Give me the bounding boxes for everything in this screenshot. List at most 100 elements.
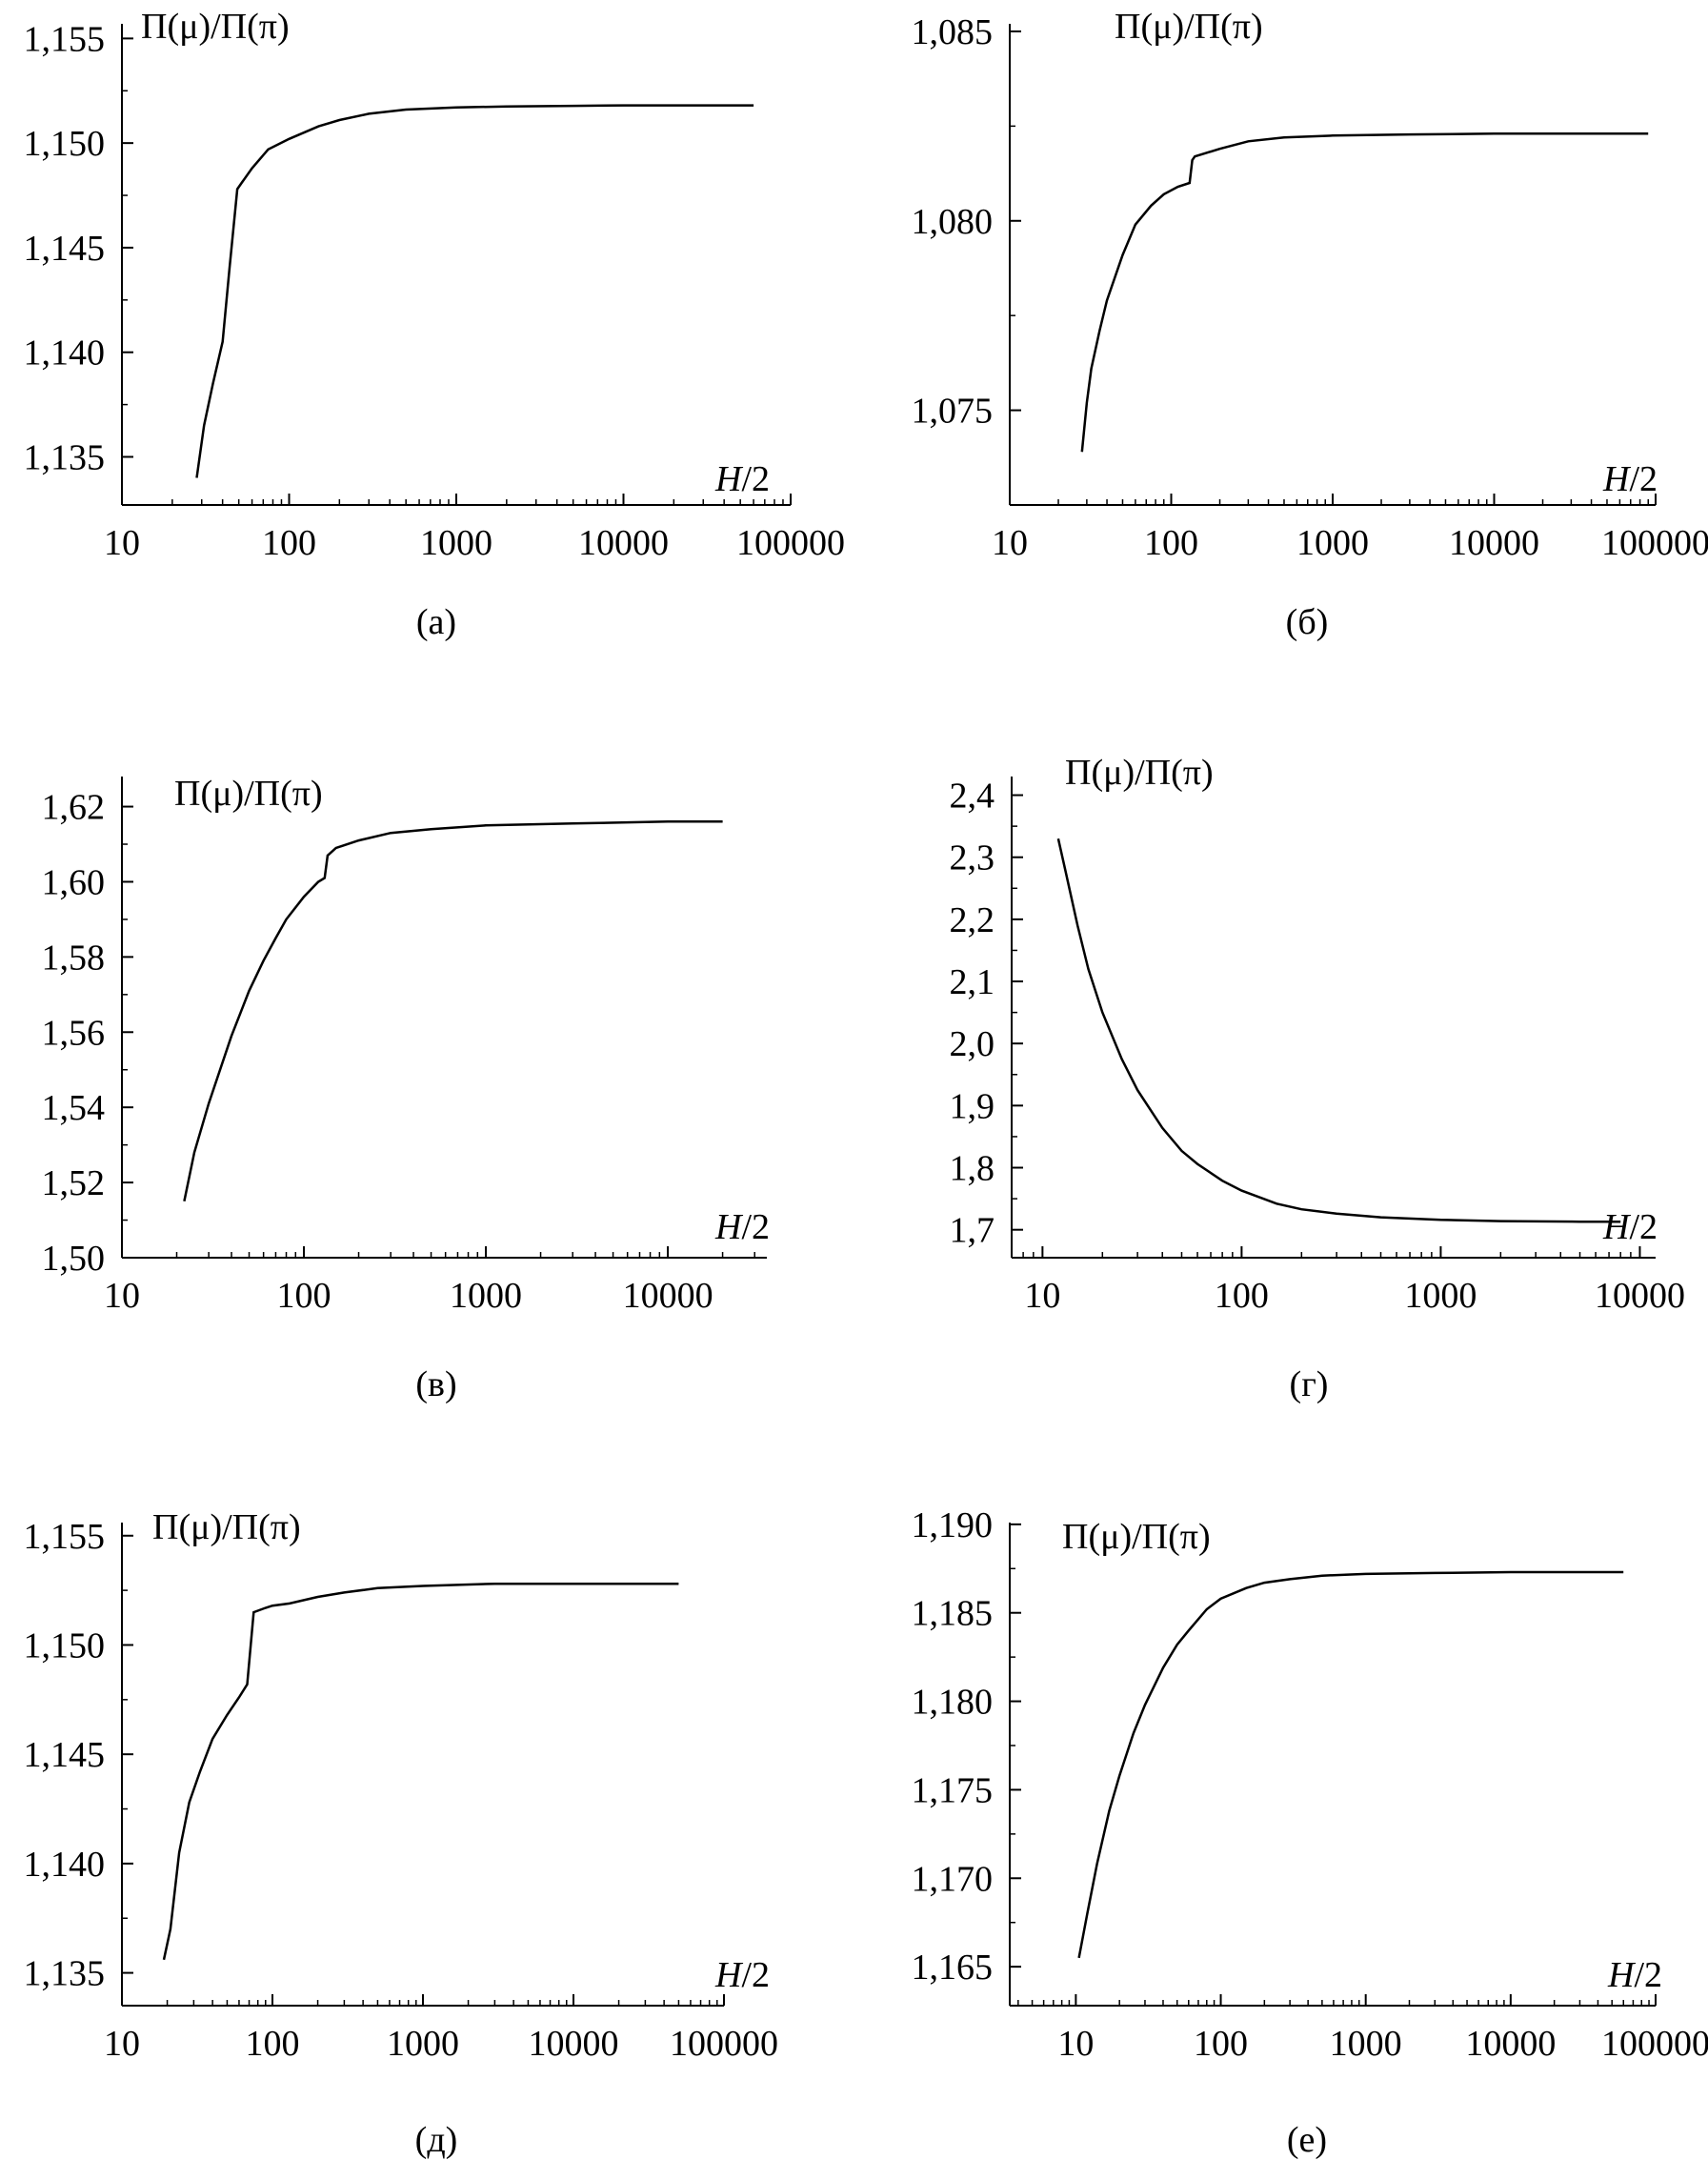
x-tick-label: 1000 <box>387 2024 459 2064</box>
x-tick-label: 1000 <box>420 523 492 563</box>
y-tick-label: 1,8 <box>950 1149 995 1189</box>
x-axis-label: H/2 <box>1602 1207 1658 1247</box>
x-axis-label: H/2 <box>714 1207 770 1247</box>
x-tick-label: 10 <box>104 523 140 563</box>
x-tick-label: 10 <box>1024 1276 1060 1316</box>
y-tick-label: 1,135 <box>24 438 106 478</box>
x-tick-label: 100000 <box>1601 2024 1708 2064</box>
x-axis-label-divisor: /2 <box>741 459 770 499</box>
panel-caption: (в) <box>415 1364 456 1404</box>
y-axis-label: Π(μ)/Π(π) <box>152 1507 301 1547</box>
x-axis-label-divisor: /2 <box>1629 459 1658 499</box>
series-line <box>1080 132 1649 453</box>
y-tick-label: 2,0 <box>950 1024 995 1064</box>
x-tick-label: 1000 <box>1330 2024 1402 2064</box>
y-tick-label: 1,60 <box>42 862 106 902</box>
x-tick-label: 100 <box>1144 523 1198 563</box>
x-tick-label: 100 <box>262 523 316 563</box>
y-tick-label: 1,7 <box>950 1211 995 1251</box>
y-tick-label: 1,140 <box>24 333 106 373</box>
series-line <box>1056 838 1621 1223</box>
y-tick-label: 1,155 <box>24 19 106 59</box>
x-tick-label: 10 <box>992 523 1028 563</box>
x-axis-label-divisor: /2 <box>741 1207 770 1247</box>
x-tick-label: 100 <box>246 2024 300 2064</box>
chart-panel-c: 10 100 1000 10000 1,50 1,52 1,54 1,56 1,58 1,60 1,… <box>42 774 771 1404</box>
y-tick-label: 1,180 <box>912 1683 994 1723</box>
x-tick-label: 10000 <box>1595 1276 1685 1316</box>
series-line <box>183 820 723 1202</box>
x-axis-label-variable: H <box>714 1207 744 1247</box>
panel-caption: (б) <box>1286 602 1329 642</box>
y-tick-label: 1,135 <box>24 1954 106 1994</box>
y-tick-label: 1,52 <box>42 1163 106 1203</box>
x-tick-label: 100000 <box>1601 523 1708 563</box>
y-tick-label: 1,140 <box>24 1845 106 1885</box>
x-tick-label: 100000 <box>736 523 845 563</box>
y-tick-label: 1,62 <box>42 788 106 828</box>
y-axis-label: Π(μ)/Π(π) <box>174 774 323 814</box>
y-tick-label: 1,165 <box>912 1948 994 1988</box>
y-axis-label: Π(μ)/Π(π) <box>1115 7 1263 47</box>
y-tick-label: 1,075 <box>912 392 994 432</box>
y-tick-label: 2,3 <box>950 838 995 878</box>
series-line <box>195 104 754 478</box>
y-tick-label: 1,56 <box>42 1013 106 1053</box>
x-tick-label: 1000 <box>450 1276 522 1316</box>
x-axis-label-variable: H <box>1602 459 1632 499</box>
x-tick-label: 100000 <box>670 2024 778 2064</box>
y-tick-label: 1,50 <box>42 1239 106 1279</box>
y-tick-label: 1,190 <box>912 1505 994 1545</box>
y-tick-label: 1,150 <box>24 124 106 164</box>
y-tick-label: 1,9 <box>950 1086 995 1126</box>
x-tick-label: 10000 <box>1465 2024 1556 2064</box>
x-tick-label: 10000 <box>623 1276 713 1316</box>
x-tick-label: 10000 <box>1449 523 1539 563</box>
chart-panel-f: 10 100 1000 10000 100000 1,165 1,170 1,175 1,180… <box>912 1505 1708 2160</box>
x-axis-label: H/2 <box>1607 1955 1662 1995</box>
y-tick-label: 1,170 <box>912 1859 994 1899</box>
y-axis-label: Π(μ)/Π(π) <box>1062 1517 1211 1557</box>
y-tick-label: 2,4 <box>950 777 995 817</box>
x-axis-label: H/2 <box>714 1955 770 1995</box>
x-axis-label-divisor: /2 <box>1634 1955 1662 1995</box>
x-tick-label: 10 <box>104 1276 140 1316</box>
x-axis-label-variable: H <box>1607 1955 1637 1995</box>
x-tick-label: 10000 <box>529 2024 619 2064</box>
chart-panel-d: 10 100 1000 10000 1,7 1,8 1,9 2,0 2,1 2,2 2,3 2,4 Π(… <box>950 753 1685 1404</box>
y-tick-label: 2,2 <box>950 900 995 940</box>
x-tick-label: 10000 <box>578 523 669 563</box>
series-line <box>1077 1570 1624 1959</box>
x-axis-label-variable: H <box>1602 1207 1632 1247</box>
y-tick-label: 1,185 <box>912 1594 994 1634</box>
x-axis-label-divisor: /2 <box>741 1955 770 1995</box>
x-tick-label: 1000 <box>1296 523 1369 563</box>
panel-caption: (г) <box>1290 1364 1329 1404</box>
x-axis-label: H/2 <box>714 459 770 499</box>
panel-caption: (е) <box>1287 2120 1327 2160</box>
chart-panel-e: 10 100 1000 10000 100000 1,135 1,140 1,145 1,150… <box>24 1507 779 2160</box>
x-tick-label: 100 <box>277 1276 332 1316</box>
x-axis-label-variable: H <box>714 1955 744 1995</box>
y-tick-label: 1,080 <box>912 202 994 242</box>
y-tick-label: 1,54 <box>42 1088 106 1128</box>
x-tick-label: 10 <box>1057 2024 1094 2064</box>
x-axis-label-divisor: /2 <box>1629 1207 1658 1247</box>
x-axis-label: H/2 <box>1602 459 1658 499</box>
x-tick-label: 100 <box>1215 1276 1269 1316</box>
y-axis-label: Π(μ)/Π(π) <box>1065 753 1214 793</box>
y-tick-label: 1,145 <box>24 229 106 269</box>
panel-caption: (д) <box>415 2120 458 2160</box>
panel-caption: (а) <box>416 602 456 642</box>
y-tick-label: 1,58 <box>42 938 106 978</box>
chart-panel-a: 10 100 1000 10000 100000 1,135 1,140 1,145 1,150… <box>24 7 846 642</box>
x-tick-label: 10 <box>104 2024 140 2064</box>
y-axis-label: Π(μ)/Π(π) <box>141 7 290 47</box>
y-tick-label: 1,155 <box>24 1517 106 1557</box>
y-tick-label: 1,145 <box>24 1735 106 1775</box>
x-tick-label: 100 <box>1194 2024 1248 2064</box>
y-tick-label: 1,175 <box>912 1770 994 1810</box>
series-line <box>162 1582 679 1961</box>
x-tick-label: 1000 <box>1404 1276 1477 1316</box>
